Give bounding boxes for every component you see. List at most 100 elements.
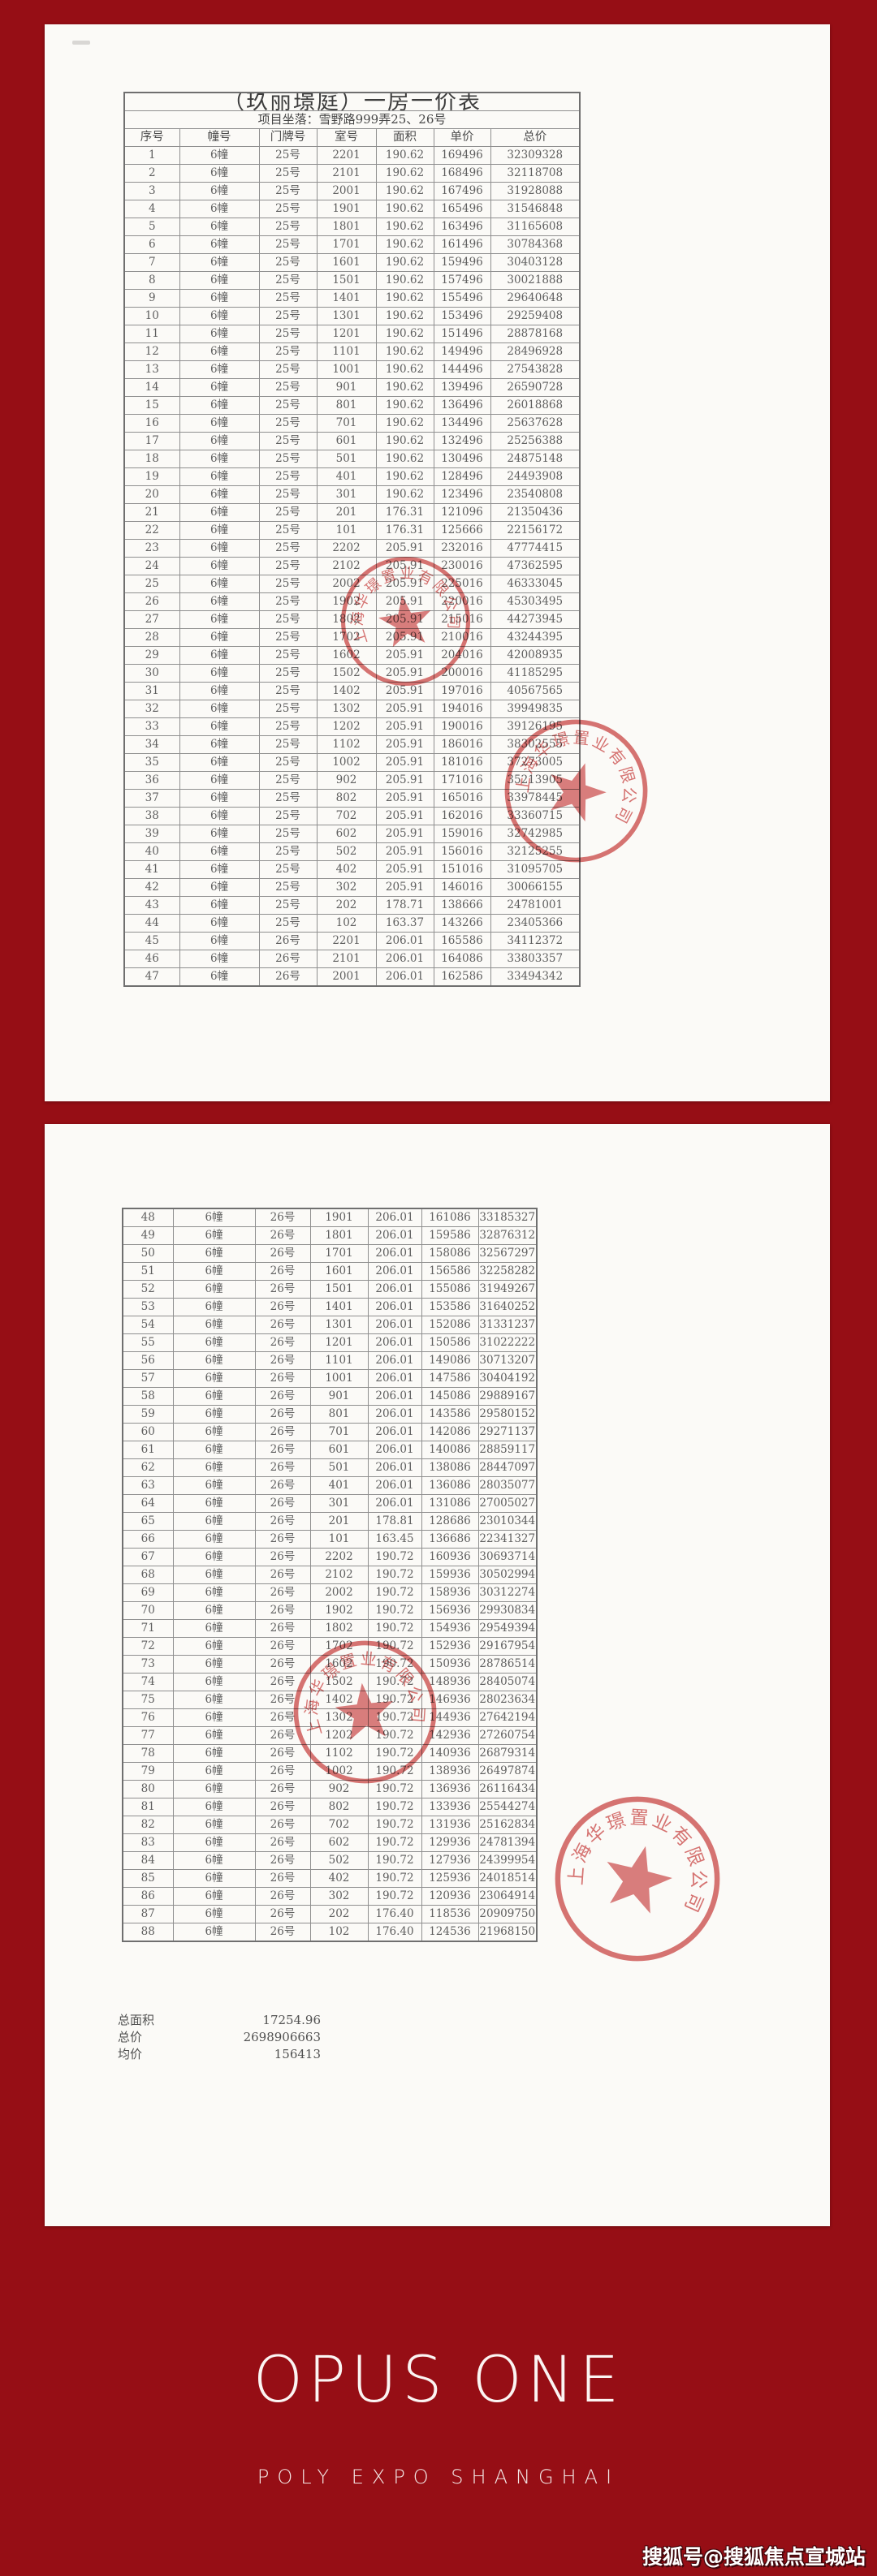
cell: 6幢 xyxy=(179,575,260,593)
cell: 206.01 xyxy=(367,1405,422,1424)
cell: 150936 xyxy=(421,1655,479,1674)
cell: 1302 xyxy=(316,700,377,718)
cell: 25 xyxy=(123,575,180,593)
cell: 176.31 xyxy=(375,503,434,522)
cell: 302 xyxy=(316,878,377,897)
cell: 34112372 xyxy=(490,932,581,950)
cell: 31949267 xyxy=(477,1280,538,1299)
cell: 190.62 xyxy=(375,253,434,272)
cell: 24781394 xyxy=(477,1833,538,1852)
table-row: 66 6幢 26号 101 163.45 136686 22341327 xyxy=(122,1530,538,1549)
cell: 43244395 xyxy=(490,628,581,647)
cell: 1201 xyxy=(316,325,377,343)
cell: 6幢 xyxy=(172,1905,256,1923)
cell: 801 xyxy=(309,1405,369,1424)
cell: 136496 xyxy=(433,396,491,415)
cell: 197016 xyxy=(433,682,491,700)
cell: 190.72 xyxy=(367,1691,422,1709)
cell: 1801 xyxy=(309,1226,369,1245)
cell: 26号 xyxy=(254,1244,311,1263)
cell: 501 xyxy=(309,1458,369,1477)
cell: 190.72 xyxy=(367,1869,422,1888)
cell: 702 xyxy=(316,807,377,825)
table-row: 14 6幢 25号 901 190.62 139496 26590728 xyxy=(123,378,581,397)
cell: 26号 xyxy=(254,1816,311,1834)
cell: 37 xyxy=(123,789,180,808)
cell: 190.62 xyxy=(375,200,434,218)
cell: 149086 xyxy=(421,1351,479,1370)
cell: 23405366 xyxy=(490,914,581,933)
project-location: 项目坐落：雪野路999弄25、26号 xyxy=(123,110,581,129)
cell: 31095705 xyxy=(490,860,581,879)
cell: 201 xyxy=(316,503,377,522)
cell: 6幢 xyxy=(179,521,260,540)
cell: 6幢 xyxy=(172,1405,256,1424)
cell: 128686 xyxy=(421,1512,479,1531)
cell: 6幢 xyxy=(179,235,260,254)
cell: 6幢 xyxy=(179,664,260,683)
cell: 6幢 xyxy=(179,360,260,379)
cell: 31546848 xyxy=(490,200,581,218)
cell: 71 xyxy=(122,1619,174,1638)
cell: 6幢 xyxy=(172,1530,256,1549)
column-header: 序号 xyxy=(123,128,180,147)
cell: 190.62 xyxy=(375,271,434,290)
cell: 6幢 xyxy=(172,1423,256,1441)
table-row: 23 6幢 25号 2202 205.91 232016 47774415 xyxy=(123,539,581,558)
cell: 6幢 xyxy=(172,1816,256,1834)
cell: 50 xyxy=(122,1244,174,1263)
cell: 6幢 xyxy=(172,1208,256,1227)
cell: 205.91 xyxy=(375,735,434,754)
cell: 6幢 xyxy=(179,182,260,200)
cell: 26号 xyxy=(254,1423,311,1441)
cell: 205.91 xyxy=(375,717,434,736)
cell: 6幢 xyxy=(172,1601,256,1620)
cell: 30312274 xyxy=(477,1583,538,1602)
cell: 205.91 xyxy=(375,628,434,647)
cell: 26号 xyxy=(254,1833,311,1852)
cell: 25号 xyxy=(258,146,318,165)
cell: 144936 xyxy=(421,1708,479,1727)
cell: 133936 xyxy=(421,1798,479,1816)
cell: 6幢 xyxy=(179,342,260,361)
cell: 26号 xyxy=(254,1869,311,1888)
cell: 26号 xyxy=(254,1316,311,1334)
table-row: 37 6幢 25号 802 205.91 165016 33978445 xyxy=(123,789,581,808)
cell: 125936 xyxy=(421,1869,479,1888)
cell: 26018868 xyxy=(490,396,581,415)
summary-row: 总面积 17254.96 xyxy=(118,2012,321,2029)
cell: 6幢 xyxy=(172,1262,256,1281)
cell: 204016 xyxy=(433,646,491,665)
column-header: 总价 xyxy=(490,128,581,147)
cell: 205.91 xyxy=(375,664,434,683)
cell: 28447097 xyxy=(477,1458,538,1477)
cell: 190.62 xyxy=(375,146,434,165)
cell: 30066155 xyxy=(490,878,581,897)
cell: 82 xyxy=(122,1816,174,1834)
cell: 165496 xyxy=(433,200,491,218)
cell: 151016 xyxy=(433,860,491,879)
cell: 23064914 xyxy=(477,1887,538,1906)
cell: 190.62 xyxy=(375,289,434,308)
table-row: 46 6幢 26号 2101 206.01 164086 33803357 xyxy=(123,950,581,968)
cell: 26号 xyxy=(254,1458,311,1477)
cell: 59 xyxy=(122,1405,174,1424)
cell: 206.01 xyxy=(367,1298,422,1316)
company-seal xyxy=(530,1772,745,1986)
table-row: 39 6幢 25号 602 205.91 159016 32742985 xyxy=(123,825,581,843)
table-row: 19 6幢 25号 401 190.62 128496 24493908 xyxy=(123,467,581,486)
table-row: 82 6幢 26号 702 190.72 131936 25162834 xyxy=(122,1816,538,1834)
cell: 1002 xyxy=(309,1762,369,1781)
cell: 1401 xyxy=(316,289,377,308)
summary-row: 总价 2698906663 xyxy=(118,2029,321,2046)
cell: 26590728 xyxy=(490,378,581,397)
cell: 201 xyxy=(309,1512,369,1531)
cell: 25号 xyxy=(258,325,318,343)
cell: 206.01 xyxy=(367,1494,422,1513)
cell: 8 xyxy=(123,271,180,290)
cell: 6幢 xyxy=(172,1851,256,1870)
table-row: 9 6幢 25号 1401 190.62 155496 29640648 xyxy=(123,289,581,308)
cell: 6幢 xyxy=(179,753,260,772)
cell: 4 xyxy=(123,200,180,218)
